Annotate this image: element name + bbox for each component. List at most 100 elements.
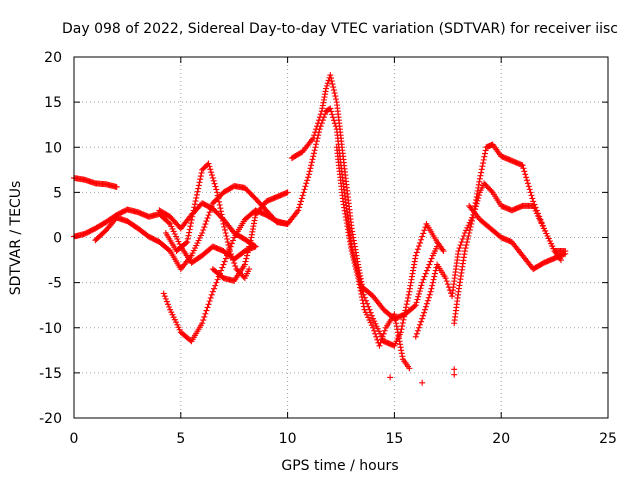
data-marker: [305, 171, 312, 178]
data-marker: [423, 267, 430, 274]
data-marker: [428, 255, 435, 262]
data-marker: [467, 223, 474, 230]
data-marker: [420, 312, 427, 319]
data-marker: [413, 249, 420, 256]
data-marker: [245, 246, 252, 253]
data-marker: [284, 189, 291, 196]
data-marker: [226, 248, 233, 255]
data-marker: [205, 301, 212, 308]
data-marker: [350, 254, 357, 261]
data-marker: [223, 232, 230, 239]
data-marker: [163, 298, 170, 305]
data-marker: [429, 279, 436, 286]
data-marker: [355, 275, 362, 282]
data-marker: [391, 314, 398, 321]
data-marker: [186, 229, 193, 236]
series-track-3: [92, 105, 447, 349]
data-marker: [113, 183, 120, 190]
data-marker: [330, 87, 337, 94]
data-marker: [297, 201, 304, 208]
data-marker: [220, 261, 227, 268]
data-marker: [216, 202, 223, 209]
x-axis-label: GPS time / hours: [281, 458, 398, 474]
data-marker: [221, 258, 228, 265]
data-marker: [524, 180, 531, 187]
data-marker: [251, 242, 258, 249]
data-marker: [333, 96, 340, 103]
data-marker: [222, 255, 229, 262]
data-marker: [403, 301, 410, 308]
data-marker: [393, 320, 400, 327]
data-marker: [307, 165, 314, 172]
data-marker: [214, 276, 221, 283]
data-marker: [412, 333, 419, 340]
data-marker: [413, 299, 420, 306]
data-marker: [415, 324, 422, 331]
data-marker: [323, 82, 330, 89]
data-marker: [207, 166, 214, 173]
data-marker: [468, 220, 475, 227]
data-marker: [444, 281, 451, 288]
data-marker: [414, 296, 421, 303]
data-marker: [539, 222, 546, 229]
data-marker: [217, 208, 224, 215]
x-tick-label: 10: [279, 431, 297, 447]
data-marker: [372, 330, 379, 337]
data-marker: [246, 266, 253, 273]
data-marker: [162, 295, 169, 302]
data-marker: [419, 233, 426, 240]
data-marker: [419, 315, 426, 322]
data-marker: [328, 108, 335, 115]
data-marker: [161, 293, 168, 300]
data-marker: [219, 217, 226, 224]
data-marker: [478, 169, 485, 176]
data-marker: [220, 220, 227, 227]
data-marker: [208, 291, 215, 298]
data-marker: [477, 172, 484, 179]
data-marker: [187, 223, 194, 230]
data-marker: [357, 284, 364, 291]
data-marker: [213, 279, 220, 286]
data-marker: [431, 270, 438, 277]
data-marker: [522, 171, 529, 178]
data-marker: [299, 192, 306, 199]
data-marker: [218, 267, 225, 274]
series-track-11: [451, 141, 569, 327]
data-marker: [422, 306, 429, 313]
data-marker: [314, 123, 321, 130]
data-markers: [71, 72, 569, 386]
data-marker: [361, 306, 368, 313]
data-marker: [348, 248, 355, 255]
data-marker: [424, 297, 431, 304]
data-marker: [164, 301, 171, 308]
data-marker: [362, 309, 369, 316]
data-marker: [225, 242, 232, 249]
data-marker: [416, 288, 423, 295]
data-marker: [332, 93, 339, 100]
data-marker: [227, 251, 234, 258]
data-marker: [201, 224, 208, 231]
y-tick-label: 5: [53, 185, 62, 201]
data-marker: [222, 229, 229, 236]
data-marker: [295, 207, 302, 214]
data-marker: [184, 235, 191, 242]
data-marker: [221, 223, 228, 230]
data-marker: [195, 185, 202, 192]
data-marker: [284, 220, 291, 227]
series-track-6: [162, 160, 253, 282]
data-marker: [195, 182, 202, 189]
data-marker: [354, 272, 361, 279]
data-marker: [349, 251, 356, 258]
data-marker: [525, 183, 532, 190]
data-marker: [219, 264, 226, 271]
data-marker: [368, 312, 375, 319]
data-marker: [425, 294, 432, 301]
data-marker: [440, 248, 447, 255]
y-tick-label: 10: [44, 140, 62, 156]
x-tick-label: 5: [176, 431, 185, 447]
data-marker: [193, 191, 200, 198]
data-marker: [193, 194, 200, 201]
data-marker: [434, 243, 441, 250]
data-marker: [396, 338, 403, 345]
